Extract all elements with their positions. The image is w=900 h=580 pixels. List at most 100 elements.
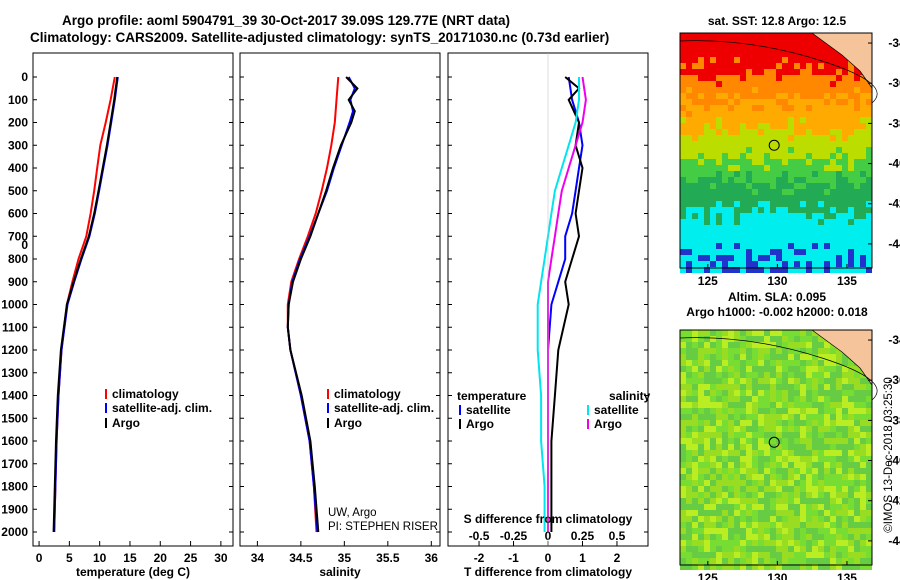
sla-map-cell bbox=[740, 402, 746, 408]
sst-map-cell bbox=[698, 51, 704, 57]
sla-map-cell bbox=[788, 408, 794, 414]
sla-map-cell bbox=[704, 546, 710, 552]
sst-map-cell bbox=[746, 195, 752, 201]
sla-map-cell bbox=[692, 354, 698, 360]
sla-map-cell bbox=[734, 390, 740, 396]
sst-map-cell bbox=[848, 153, 854, 159]
sst-map-cell bbox=[860, 249, 866, 255]
sla-map-cell bbox=[758, 456, 764, 462]
sst-map-cell bbox=[752, 165, 758, 171]
sst-map-cell bbox=[776, 195, 782, 201]
sla-map-cell bbox=[848, 504, 854, 510]
salinity-legend-label: satellite-adj. clim. bbox=[334, 401, 434, 415]
sla-map-cell bbox=[686, 504, 692, 510]
sla-map-cell bbox=[710, 408, 716, 414]
sst-map-cell bbox=[794, 93, 800, 99]
sla-map-cell bbox=[824, 414, 830, 420]
sla-map-cell bbox=[716, 468, 722, 474]
sst-map-cell bbox=[692, 255, 698, 261]
sla-map-cell bbox=[836, 408, 842, 414]
sla-map-cell bbox=[740, 498, 746, 504]
sst-map-cell bbox=[842, 183, 848, 189]
sla-map-cell bbox=[836, 462, 842, 468]
sla-map-cell bbox=[776, 534, 782, 540]
sla-map-cell bbox=[764, 564, 770, 570]
sla-map-cell bbox=[794, 354, 800, 360]
sst-map-cell bbox=[842, 219, 848, 225]
sst-map-cell bbox=[698, 63, 704, 69]
sst-map-cell bbox=[740, 195, 746, 201]
sst-map-cell bbox=[764, 183, 770, 189]
sst-map-cell bbox=[734, 39, 740, 45]
sla-map-cell bbox=[854, 474, 860, 480]
sst-map-cell bbox=[716, 135, 722, 141]
sla-map-cell bbox=[752, 378, 758, 384]
sla-map-ytick-label: -40 bbox=[888, 454, 900, 468]
sla-map-cell bbox=[728, 438, 734, 444]
depth-tick-label: 200 bbox=[8, 116, 28, 130]
sst-map-cell bbox=[782, 141, 788, 147]
sst-map-cell bbox=[734, 225, 740, 231]
sla-map-cell bbox=[740, 360, 746, 366]
sla-map-cell bbox=[830, 540, 836, 546]
sla-map-cell bbox=[722, 474, 728, 480]
sla-map-cell bbox=[830, 492, 836, 498]
sla-map-cell bbox=[716, 384, 722, 390]
sst-map-cell bbox=[860, 219, 866, 225]
sst-map-cell bbox=[728, 255, 734, 261]
sst-map-cell bbox=[710, 75, 716, 81]
sla-map-cell bbox=[866, 432, 872, 438]
sla-map-cell bbox=[740, 528, 746, 534]
sla-map-cell bbox=[734, 492, 740, 498]
sst-map-cell bbox=[680, 177, 686, 183]
sla-map-cell bbox=[830, 348, 836, 354]
sla-map-cell bbox=[824, 426, 830, 432]
sst-map-cell bbox=[764, 171, 770, 177]
sst-map-cell bbox=[818, 177, 824, 183]
sst-map-cell bbox=[758, 261, 764, 267]
sla-map-cell bbox=[728, 450, 734, 456]
sst-map-cell bbox=[704, 219, 710, 225]
sst-map-cell bbox=[788, 51, 794, 57]
sst-map-cell bbox=[764, 237, 770, 243]
sst-map-cell bbox=[704, 69, 710, 75]
sst-map-cell bbox=[686, 57, 692, 63]
sla-map-cell bbox=[818, 534, 824, 540]
sst-map-cell bbox=[710, 249, 716, 255]
sla-map-cell bbox=[746, 366, 752, 372]
sst-map-cell bbox=[836, 183, 842, 189]
sla-map-ytick-label: -42 bbox=[888, 494, 900, 508]
sla-map-cell bbox=[806, 546, 812, 552]
sst-map-cell bbox=[860, 255, 866, 261]
sla-map-cell bbox=[806, 336, 812, 342]
sst-map-cell bbox=[716, 75, 722, 81]
sla-map-cell bbox=[752, 546, 758, 552]
sla-map-cell bbox=[866, 420, 872, 426]
sst-map-cell bbox=[866, 165, 872, 171]
sla-map-cell bbox=[752, 462, 758, 468]
sst-map-cell bbox=[722, 243, 728, 249]
sst-map-cell bbox=[776, 243, 782, 249]
sla-map-cell bbox=[800, 348, 806, 354]
sla-map-cell bbox=[752, 480, 758, 486]
sla-map-cell bbox=[746, 498, 752, 504]
sla-map-cell bbox=[830, 438, 836, 444]
sla-map-cell bbox=[764, 498, 770, 504]
sst-map-cell bbox=[788, 195, 794, 201]
sla-map-cell bbox=[698, 498, 704, 504]
sla-map-cell bbox=[752, 516, 758, 522]
sla-map-cell bbox=[734, 420, 740, 426]
sla-map-cell bbox=[818, 396, 824, 402]
sst-map-cell bbox=[734, 117, 740, 123]
sst-map-cell bbox=[704, 159, 710, 165]
sla-map-cell bbox=[812, 546, 818, 552]
sla-map-cell bbox=[722, 330, 728, 336]
sst-map-cell bbox=[686, 195, 692, 201]
sla-map-cell bbox=[740, 330, 746, 336]
sla-map-cell bbox=[758, 564, 764, 570]
sst-map-cell bbox=[764, 123, 770, 129]
sla-map-cell bbox=[680, 450, 686, 456]
sla-map-cell bbox=[860, 432, 866, 438]
sla-map-cell bbox=[782, 510, 788, 516]
sla-map-cell bbox=[758, 474, 764, 480]
